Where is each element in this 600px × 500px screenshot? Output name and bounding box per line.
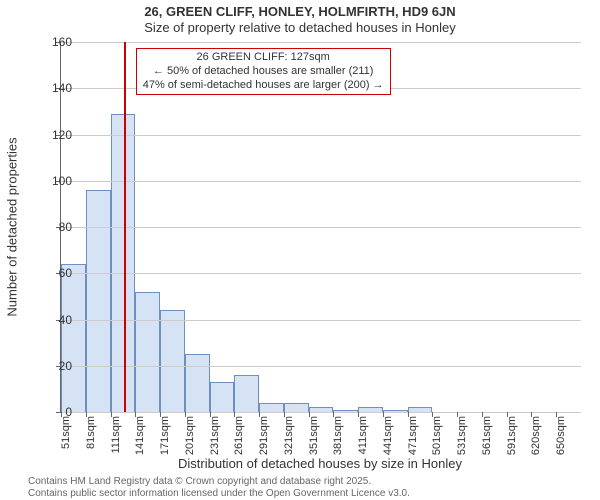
histogram-bar [210,382,235,412]
gridline [61,320,581,321]
x-tick-label: 591sqm [506,416,518,455]
gridline [61,227,581,228]
y-tick-label: 60 [32,266,72,280]
annotation-line: 26 GREEN CLIFF: 127sqm [143,51,384,65]
histogram-bar [160,310,185,412]
x-tick-label: 650sqm [555,416,567,455]
y-tick-label: 120 [32,128,72,142]
x-tick-label: 231sqm [209,416,221,455]
histogram-bar [86,190,111,412]
gridline [61,42,581,43]
property-marker-line [124,42,126,412]
x-axis-title: Distribution of detached houses by size … [60,456,580,471]
chart-subtitle: Size of property relative to detached ho… [0,20,600,35]
x-tick-label: 201sqm [184,416,196,455]
x-tick-label: 291sqm [258,416,270,455]
plot-area: 26 GREEN CLIFF: 127sqm← 50% of detached … [60,42,581,413]
annotation-line: ← 50% of detached houses are smaller (21… [143,65,384,79]
x-tick-label: 441sqm [382,416,394,455]
histogram-bar [185,354,210,412]
y-tick-label: 100 [32,174,72,188]
y-axis-title: Number of detached properties [5,137,20,316]
histogram-bar [284,403,309,412]
x-tick-label: 141sqm [134,416,146,455]
y-tick-label: 140 [32,81,72,95]
annotation-box: 26 GREEN CLIFF: 127sqm← 50% of detached … [136,48,391,95]
histogram-bar [61,264,86,412]
gridline [61,181,581,182]
x-tick-label: 351sqm [308,416,320,455]
x-tick-label: 81sqm [85,416,97,449]
histogram-bar [234,375,259,412]
gridline [61,366,581,367]
x-tick-label: 620sqm [530,416,542,455]
x-tick-label: 111sqm [110,416,122,454]
histogram-bar [135,292,160,412]
x-tick-label: 531sqm [456,416,468,455]
x-tick-label: 561sqm [481,416,493,455]
y-tick-label: 80 [32,220,72,234]
annotation-line: 47% of semi-detached houses are larger (… [143,79,384,93]
gridline [61,135,581,136]
y-tick-label: 20 [32,359,72,373]
y-tick-label: 40 [32,313,72,327]
property-size-chart: 26, GREEN CLIFF, HONLEY, HOLMFIRTH, HD9 … [0,0,600,500]
x-tick-label: 171sqm [159,416,171,455]
x-tick-label: 261sqm [233,416,245,455]
x-tick-label: 471sqm [407,416,419,455]
x-tick-label: 411sqm [357,416,369,454]
x-tick-label: 51sqm [60,416,72,449]
histogram-bar [259,403,284,412]
footnote-line-1: Contains HM Land Registry data © Crown c… [28,476,371,487]
x-tick-label: 381sqm [332,416,344,455]
chart-address-title: 26, GREEN CLIFF, HONLEY, HOLMFIRTH, HD9 … [0,4,600,19]
gridline [61,412,581,413]
y-tick-label: 160 [32,35,72,49]
x-tick-label: 501sqm [431,416,443,455]
footnote-line-2: Contains public sector information licen… [28,488,410,499]
x-tick-label: 321sqm [283,416,295,455]
gridline [61,273,581,274]
